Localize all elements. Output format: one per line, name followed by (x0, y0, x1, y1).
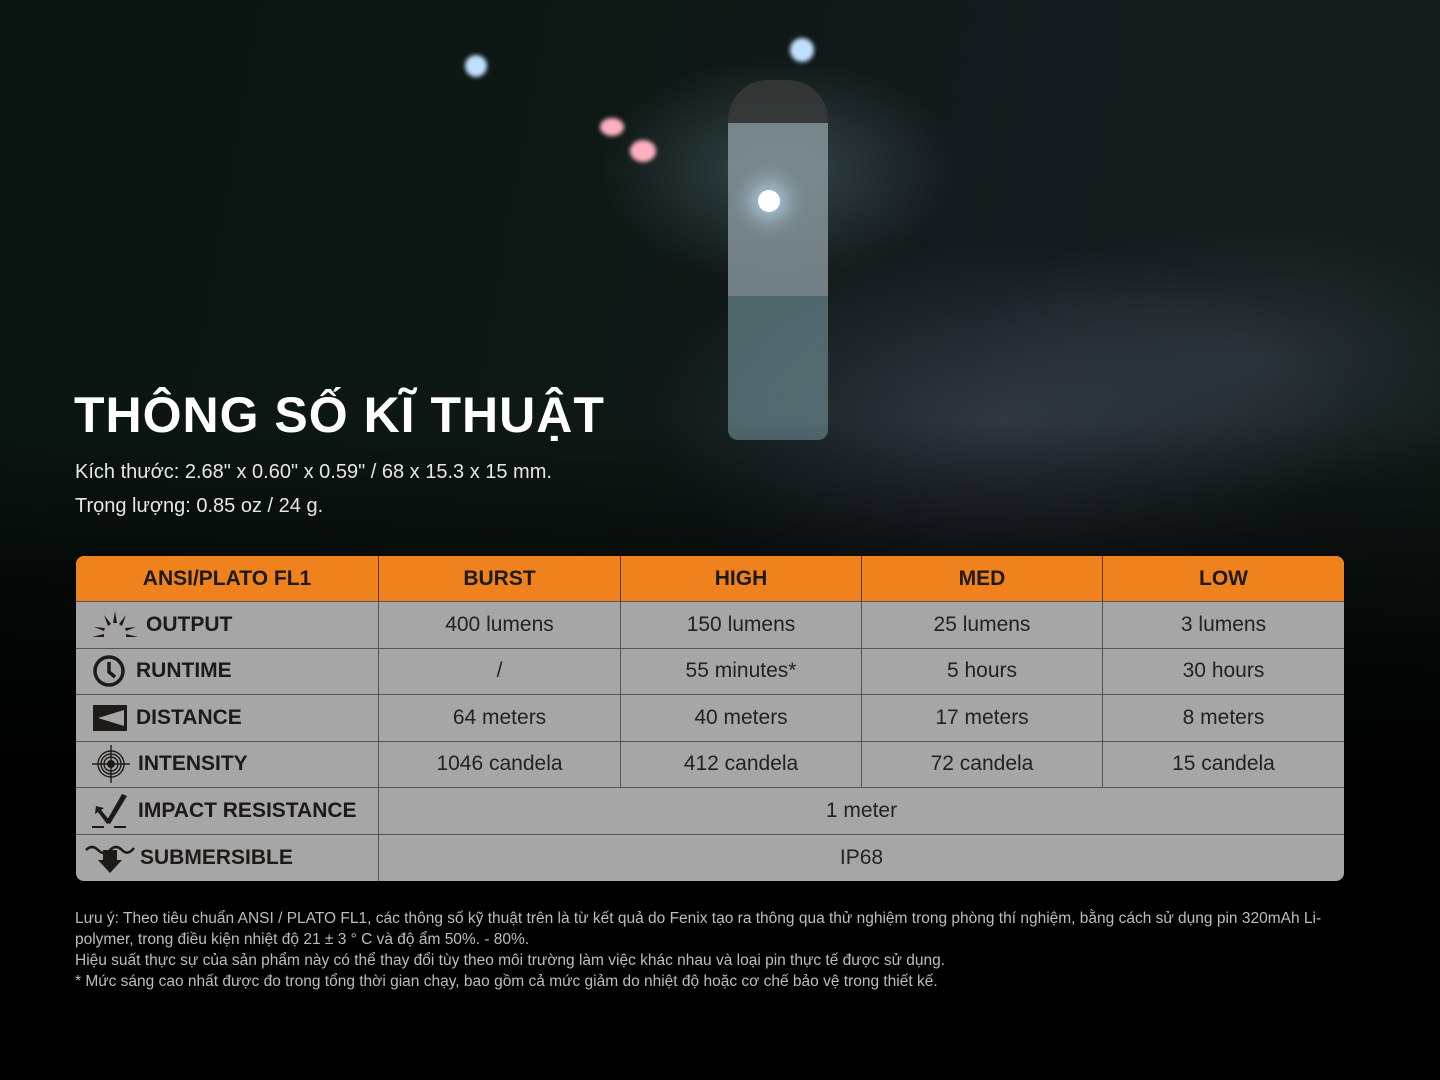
bokeh-light (465, 55, 487, 77)
row-label: SUBMERSIBLE (76, 834, 379, 881)
intensity-high: 412 candela (621, 741, 862, 788)
row-label: INTENSITY (76, 741, 379, 788)
impact-value: 1 meter (379, 788, 1344, 835)
table-row: INTENSITY 1046 candela 412 candela 72 ca… (76, 741, 1344, 788)
header-burst: BURST (379, 556, 621, 602)
output-high: 150 lumens (621, 602, 862, 649)
runtime-low: 30 hours (1103, 649, 1344, 695)
submersible-value: IP68 (839, 845, 884, 869)
distance-burst: 64 meters (379, 695, 621, 742)
distance-high: 40 meters (621, 695, 862, 742)
page-title: THÔNG SỐ KĨ THUẬT (74, 387, 605, 443)
spec-table: ANSI/PLATO FL1 BURST HIGH MED LOW OUTPUT… (76, 556, 1344, 881)
impact-icon (92, 793, 127, 828)
distance-med: 17 meters (862, 695, 1103, 742)
weight-text: Trọng lượng: 0.85 oz / 24 g. (75, 495, 324, 517)
bokeh-light (790, 38, 814, 62)
target-icon (92, 745, 130, 784)
output-med: 25 lumens (862, 602, 1103, 649)
footnotes: Lưu ý: Theo tiêu chuẩn ANSI / PLATO FL1,… (75, 908, 1355, 992)
intensity-burst: 1046 candela (379, 741, 621, 788)
note-line: * Mức sáng cao nhất được đo trong tổng t… (75, 973, 938, 990)
table-header-row: ANSI/PLATO FL1 BURST HIGH MED LOW (76, 556, 1344, 602)
woman-with-flashlight (728, 80, 828, 440)
header-med: MED (862, 556, 1103, 602)
row-label: OUTPUT (76, 602, 379, 649)
intensity-med: 72 candela (862, 741, 1103, 788)
intensity-low: 15 candela (1103, 742, 1344, 788)
bokeh-light (630, 140, 656, 162)
runtime-burst: / (379, 648, 621, 695)
table-row: RUNTIME / 55 minutes* 5 hours 30 hours (76, 648, 1344, 695)
burst-icon (92, 610, 138, 637)
header-standard: ANSI/PLATO FL1 (76, 556, 379, 602)
table-row: SUBMERSIBLE IP68 (76, 834, 1344, 881)
flashlight-beam (758, 190, 780, 212)
table-row: DISTANCE 64 meters 40 meters 17 meters 8… (76, 695, 1344, 742)
output-low: 3 lumens (1103, 602, 1344, 649)
table-row: IMPACT RESISTANCE 1 meter (76, 788, 1344, 835)
row-label: IMPACT RESISTANCE (76, 788, 379, 835)
row-label: RUNTIME (76, 648, 379, 695)
runtime-med: 5 hours (862, 648, 1103, 695)
distance-icon (93, 704, 127, 731)
note-line: Lưu ý: Theo tiêu chuẩn ANSI / PLATO FL1,… (75, 910, 1322, 948)
runtime-high: 55 minutes* (621, 648, 862, 695)
distance-low: 8 meters (1103, 695, 1344, 742)
row-label: DISTANCE (76, 695, 379, 742)
header-high: HIGH (621, 556, 862, 602)
clock-icon (93, 655, 125, 687)
table-row: OUTPUT 400 lumens 150 lumens 25 lumens 3… (76, 602, 1344, 649)
dimensions-text: Kích thước: 2.68" x 0.60" x 0.59" / 68 x… (75, 461, 552, 483)
bokeh-light (600, 118, 624, 136)
submersible-icon (85, 845, 135, 873)
output-burst: 400 lumens (379, 602, 621, 649)
header-low: LOW (1103, 556, 1344, 602)
note-line: Hiệu suất thực sự của sản phẩm này có th… (75, 952, 946, 969)
